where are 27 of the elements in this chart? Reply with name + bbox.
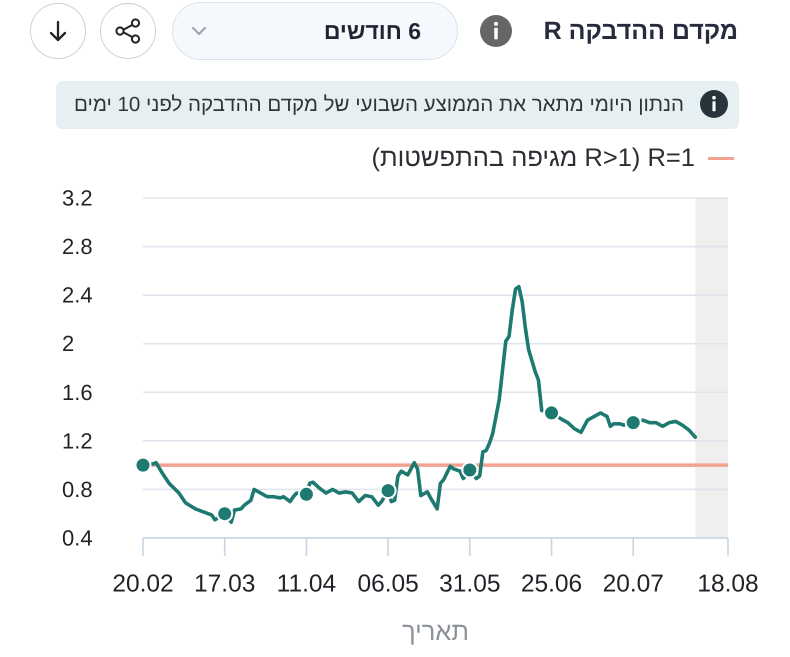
y-tick-label: 1.2 xyxy=(62,428,93,454)
point xyxy=(543,404,560,422)
y-tick-label: 0.8 xyxy=(62,476,93,502)
y-tick-label: 2 xyxy=(62,331,74,356)
x-tick-label: 17.03 xyxy=(194,570,256,598)
annotation: 6 חודשים xyxy=(324,16,421,46)
y-tick-label: 1.6 xyxy=(62,380,93,405)
y-tick-label: 2.4 xyxy=(62,282,93,308)
x-tick-label: 18.08 xyxy=(697,570,759,598)
subtitle: הנתון היומי מתאר את הממוצע השבועי של מקדם ההדבקה לפני 10 ימים xyxy=(74,92,684,118)
y-tick-label: 0.4 xyxy=(62,526,93,550)
point xyxy=(134,456,152,474)
x-tick-label: 06.05 xyxy=(357,570,419,598)
y-tick-label: 2.8 xyxy=(62,234,93,260)
point xyxy=(380,482,397,500)
point xyxy=(461,462,478,478)
point xyxy=(298,486,315,503)
x-axis-title: תאריך xyxy=(402,618,469,646)
x-tick-label: 20.07 xyxy=(602,570,664,598)
x-tick-label: 20.02 xyxy=(112,570,174,598)
point xyxy=(624,414,642,432)
x-tick-label: 31.05 xyxy=(439,570,500,598)
point xyxy=(216,505,234,522)
x-tick-label: 25.06 xyxy=(520,570,582,598)
y-tick-label: 3.2 xyxy=(62,186,93,210)
x-tick-label: 11.04 xyxy=(276,570,336,598)
title: מקדם ההדבקה R xyxy=(544,16,738,46)
